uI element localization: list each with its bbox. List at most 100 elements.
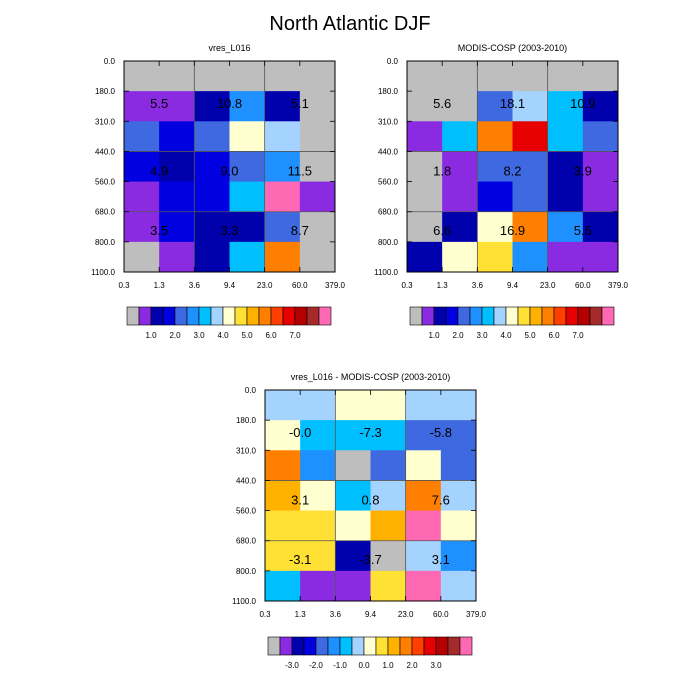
y-tick-label: 560.0: [236, 507, 257, 516]
y-tick-label: 0.0: [245, 386, 257, 395]
heatmap-cell: [440, 510, 477, 542]
box-value-label: 10.8: [217, 96, 242, 111]
heatmap-cell: [300, 420, 336, 451]
colorbar-swatch: [565, 306, 579, 326]
colorbar-label: 7.0: [572, 331, 584, 340]
heatmap-cell: [440, 390, 477, 421]
heatmap-cell: [440, 480, 477, 511]
colorbar-swatch: [399, 636, 413, 656]
heatmap-cell: [265, 540, 301, 572]
heatmap-cell: [300, 450, 336, 481]
x-tick-label: 0.3: [259, 610, 271, 619]
heatmap-cell: [229, 121, 266, 152]
x-tick-label: 379.0: [608, 281, 629, 290]
box-value-label: 3.5: [150, 223, 168, 238]
heatmap-cell: [265, 570, 301, 602]
colorbar-swatch: [351, 636, 365, 656]
y-tick-label: 440.0: [378, 147, 399, 156]
colorbar-swatch: [210, 306, 224, 326]
y-tick-label: 310.0: [378, 117, 399, 126]
colorbar-label: 0.0: [358, 661, 370, 670]
heatmap-cell: [124, 241, 160, 273]
heatmap-cell: [299, 181, 336, 213]
box-value-label: 10.9: [570, 96, 595, 111]
heatmap-cell: [264, 241, 301, 273]
colorbar-swatch: [339, 636, 353, 656]
colorbar-swatch: [529, 306, 543, 326]
heatmap-cell: [477, 151, 513, 182]
y-tick-label: 800.0: [378, 238, 399, 247]
heatmap-cell: [477, 61, 513, 92]
colorbar-swatch: [601, 306, 615, 326]
heatmap-cell: [335, 570, 371, 602]
heatmap-cell: [299, 241, 336, 273]
colorbar-swatch: [150, 306, 164, 326]
heatmap-cell: [299, 61, 336, 92]
colorbar-swatch: [363, 636, 377, 656]
colorbar-swatch: [421, 306, 435, 326]
heatmap-cell: [407, 211, 443, 243]
colorbar-swatch: [306, 306, 320, 326]
heatmap-cell: [547, 121, 584, 152]
heatmap-cell: [194, 151, 230, 182]
colorbar-swatch: [162, 306, 176, 326]
x-tick-label: 60.0: [575, 281, 591, 290]
box-value-label: 3.9: [574, 164, 592, 179]
x-tick-label: 3.6: [330, 610, 342, 619]
heatmap-cell: [229, 181, 266, 213]
heatmap-cell: [405, 420, 442, 451]
heatmap-cell: [264, 181, 301, 213]
heatmap-cell: [300, 510, 336, 542]
colorbar-label: 1.0: [428, 331, 440, 340]
heatmap-cell: [582, 151, 619, 182]
colorbar-swatch: [126, 306, 140, 326]
heatmap-cell: [194, 121, 230, 152]
colorbar-swatch: [375, 636, 389, 656]
heatmap-cell: [442, 121, 478, 152]
heatmap-cell: [477, 121, 513, 152]
heatmap-cell: [265, 420, 301, 451]
heatmap-cell: [512, 121, 549, 152]
y-tick-label: 680.0: [378, 208, 399, 217]
heatmap-cell: [370, 510, 407, 542]
x-tick-label: 3.6: [472, 281, 484, 290]
colorbar-swatch: [294, 306, 308, 326]
colorbar-swatch: [387, 636, 401, 656]
y-tick-label: 800.0: [95, 238, 116, 247]
heatmap-cell: [407, 181, 443, 213]
heatmap-cell: [440, 420, 477, 451]
colorbar-swatch: [577, 306, 591, 326]
colorbar-swatch: [186, 306, 200, 326]
colorbar-label: 6.0: [265, 331, 277, 340]
colorbar-swatch: [282, 306, 296, 326]
heatmap-cell: [582, 181, 619, 213]
colorbar-label: 5.0: [524, 331, 536, 340]
x-tick-label: 9.4: [507, 281, 519, 290]
heatmap-cell: [335, 540, 371, 572]
heatmap-cell: [405, 480, 442, 511]
heatmap-cell: [407, 241, 443, 273]
heatmap-cell: [335, 480, 371, 511]
heatmap-cell: [159, 91, 195, 122]
box-value-label: 3.1: [432, 552, 450, 567]
heatmap-cell: [370, 420, 407, 451]
x-tick-label: 379.0: [466, 610, 487, 619]
colorbar-swatch: [459, 636, 473, 656]
box-value-label: 5.6: [433, 96, 451, 111]
y-tick-label: 1100.0: [232, 597, 256, 606]
heatmap-cell: [370, 570, 407, 602]
x-tick-label: 0.3: [118, 281, 130, 290]
heatmap-cell: [264, 121, 301, 152]
heatmap-cell: [370, 480, 407, 511]
heatmap-cell: [405, 570, 442, 602]
heatmap-panel-1: vres_L016 5.5 10.8 5.1 4.9 9.0 11.5 3.5 3.3 8.7 0.…: [91, 43, 345, 290]
heatmap-cell: [159, 241, 195, 273]
heatmap-cell: [407, 61, 443, 92]
heatmap-cell: [512, 211, 549, 243]
box-value-label: 5.5: [150, 96, 168, 111]
box-value-label: 18.1: [500, 96, 525, 111]
colorbar-swatch: [291, 636, 305, 656]
heatmap-cell: [264, 211, 301, 243]
heatmap-cell: [124, 181, 160, 213]
